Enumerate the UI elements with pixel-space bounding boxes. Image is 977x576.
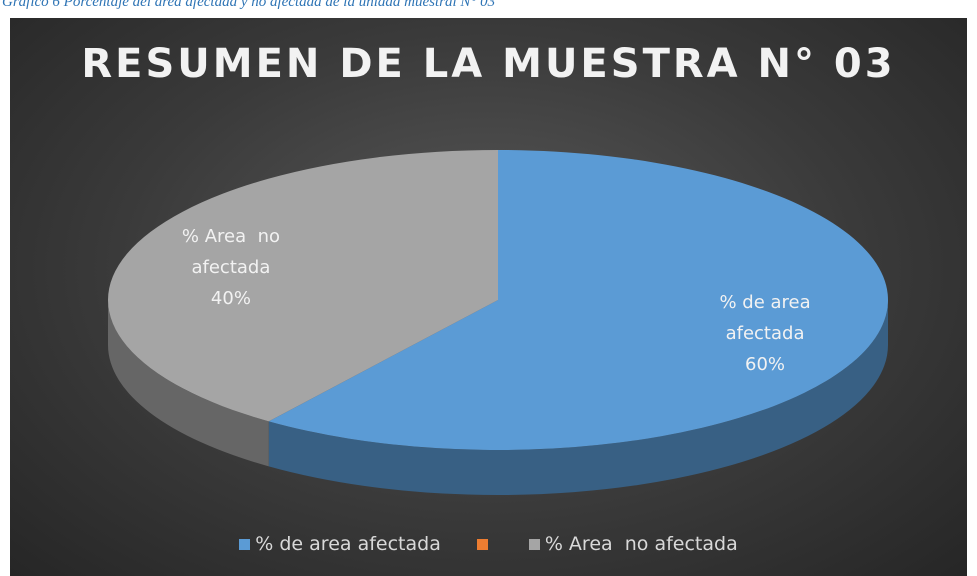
legend: % de area afectada % Area no afectada [10,533,967,555]
legend-swatch [476,538,488,550]
data-label-value: 40% [210,287,251,309]
pie-side [108,300,269,467]
caption: Gráfico 6 Porcentaje del área afectada y… [2,0,496,10]
data-label-name: % Area no afectada [181,225,286,278]
legend-item [476,533,493,555]
chart: RESUMEN DE LA MUESTRA N° 03 % de area af… [10,18,967,576]
data-label: % de area afectada 60% [700,287,830,380]
legend-label: % de area afectada [255,533,441,555]
legend-swatch [528,538,540,550]
data-label-value: 60% [745,354,786,376]
data-label: % Area no afectada 40% [166,221,296,314]
pie-slice [268,150,889,450]
pie-slice [107,150,498,422]
legend-label: % Area no afectada [544,533,738,555]
legend-item: % de area afectada [239,533,441,555]
chart-title: RESUMEN DE LA MUESTRA N° 03 [81,41,896,87]
legend-swatch [239,538,251,550]
legend-item: % Area no afectada [528,533,738,555]
pie [107,150,889,495]
pie-side [268,300,888,495]
data-label-name: % de area afectada [719,292,817,345]
